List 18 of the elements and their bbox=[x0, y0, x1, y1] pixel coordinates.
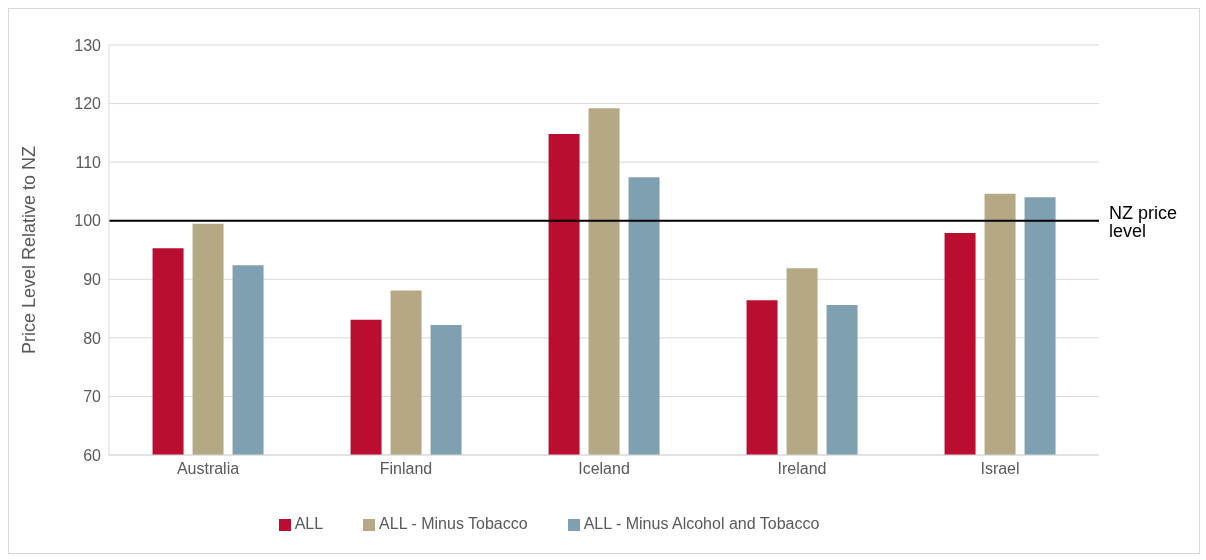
y-tick-label: 90 bbox=[83, 270, 102, 288]
legend-label: ALL bbox=[294, 515, 324, 532]
y-tick-label: 130 bbox=[74, 36, 102, 54]
y-tick-label: 110 bbox=[75, 153, 102, 171]
x-tick-label: Finland bbox=[379, 460, 433, 478]
x-tick-label: Iceland bbox=[578, 460, 630, 478]
y-tick-label: 120 bbox=[74, 95, 102, 113]
y-tick-label: 60 bbox=[83, 446, 102, 464]
x-tick-label: Ireland bbox=[777, 460, 827, 478]
x-tick-label: Israel bbox=[980, 460, 1020, 478]
y-tick-label: 70 bbox=[83, 388, 102, 406]
y-tick-label: 80 bbox=[83, 329, 102, 347]
ref-line-label: NZ price level bbox=[1109, 203, 1178, 242]
x-tick-label: Australia bbox=[176, 460, 240, 478]
legend-label: ALL - Minus Tobacco bbox=[379, 515, 528, 532]
y-tick-label: 100 bbox=[74, 212, 102, 230]
y-axis-title: Price Level Relative to NZ bbox=[19, 145, 40, 355]
legend-label: ALL - Minus Alcohol and Tobacco bbox=[583, 515, 820, 532]
